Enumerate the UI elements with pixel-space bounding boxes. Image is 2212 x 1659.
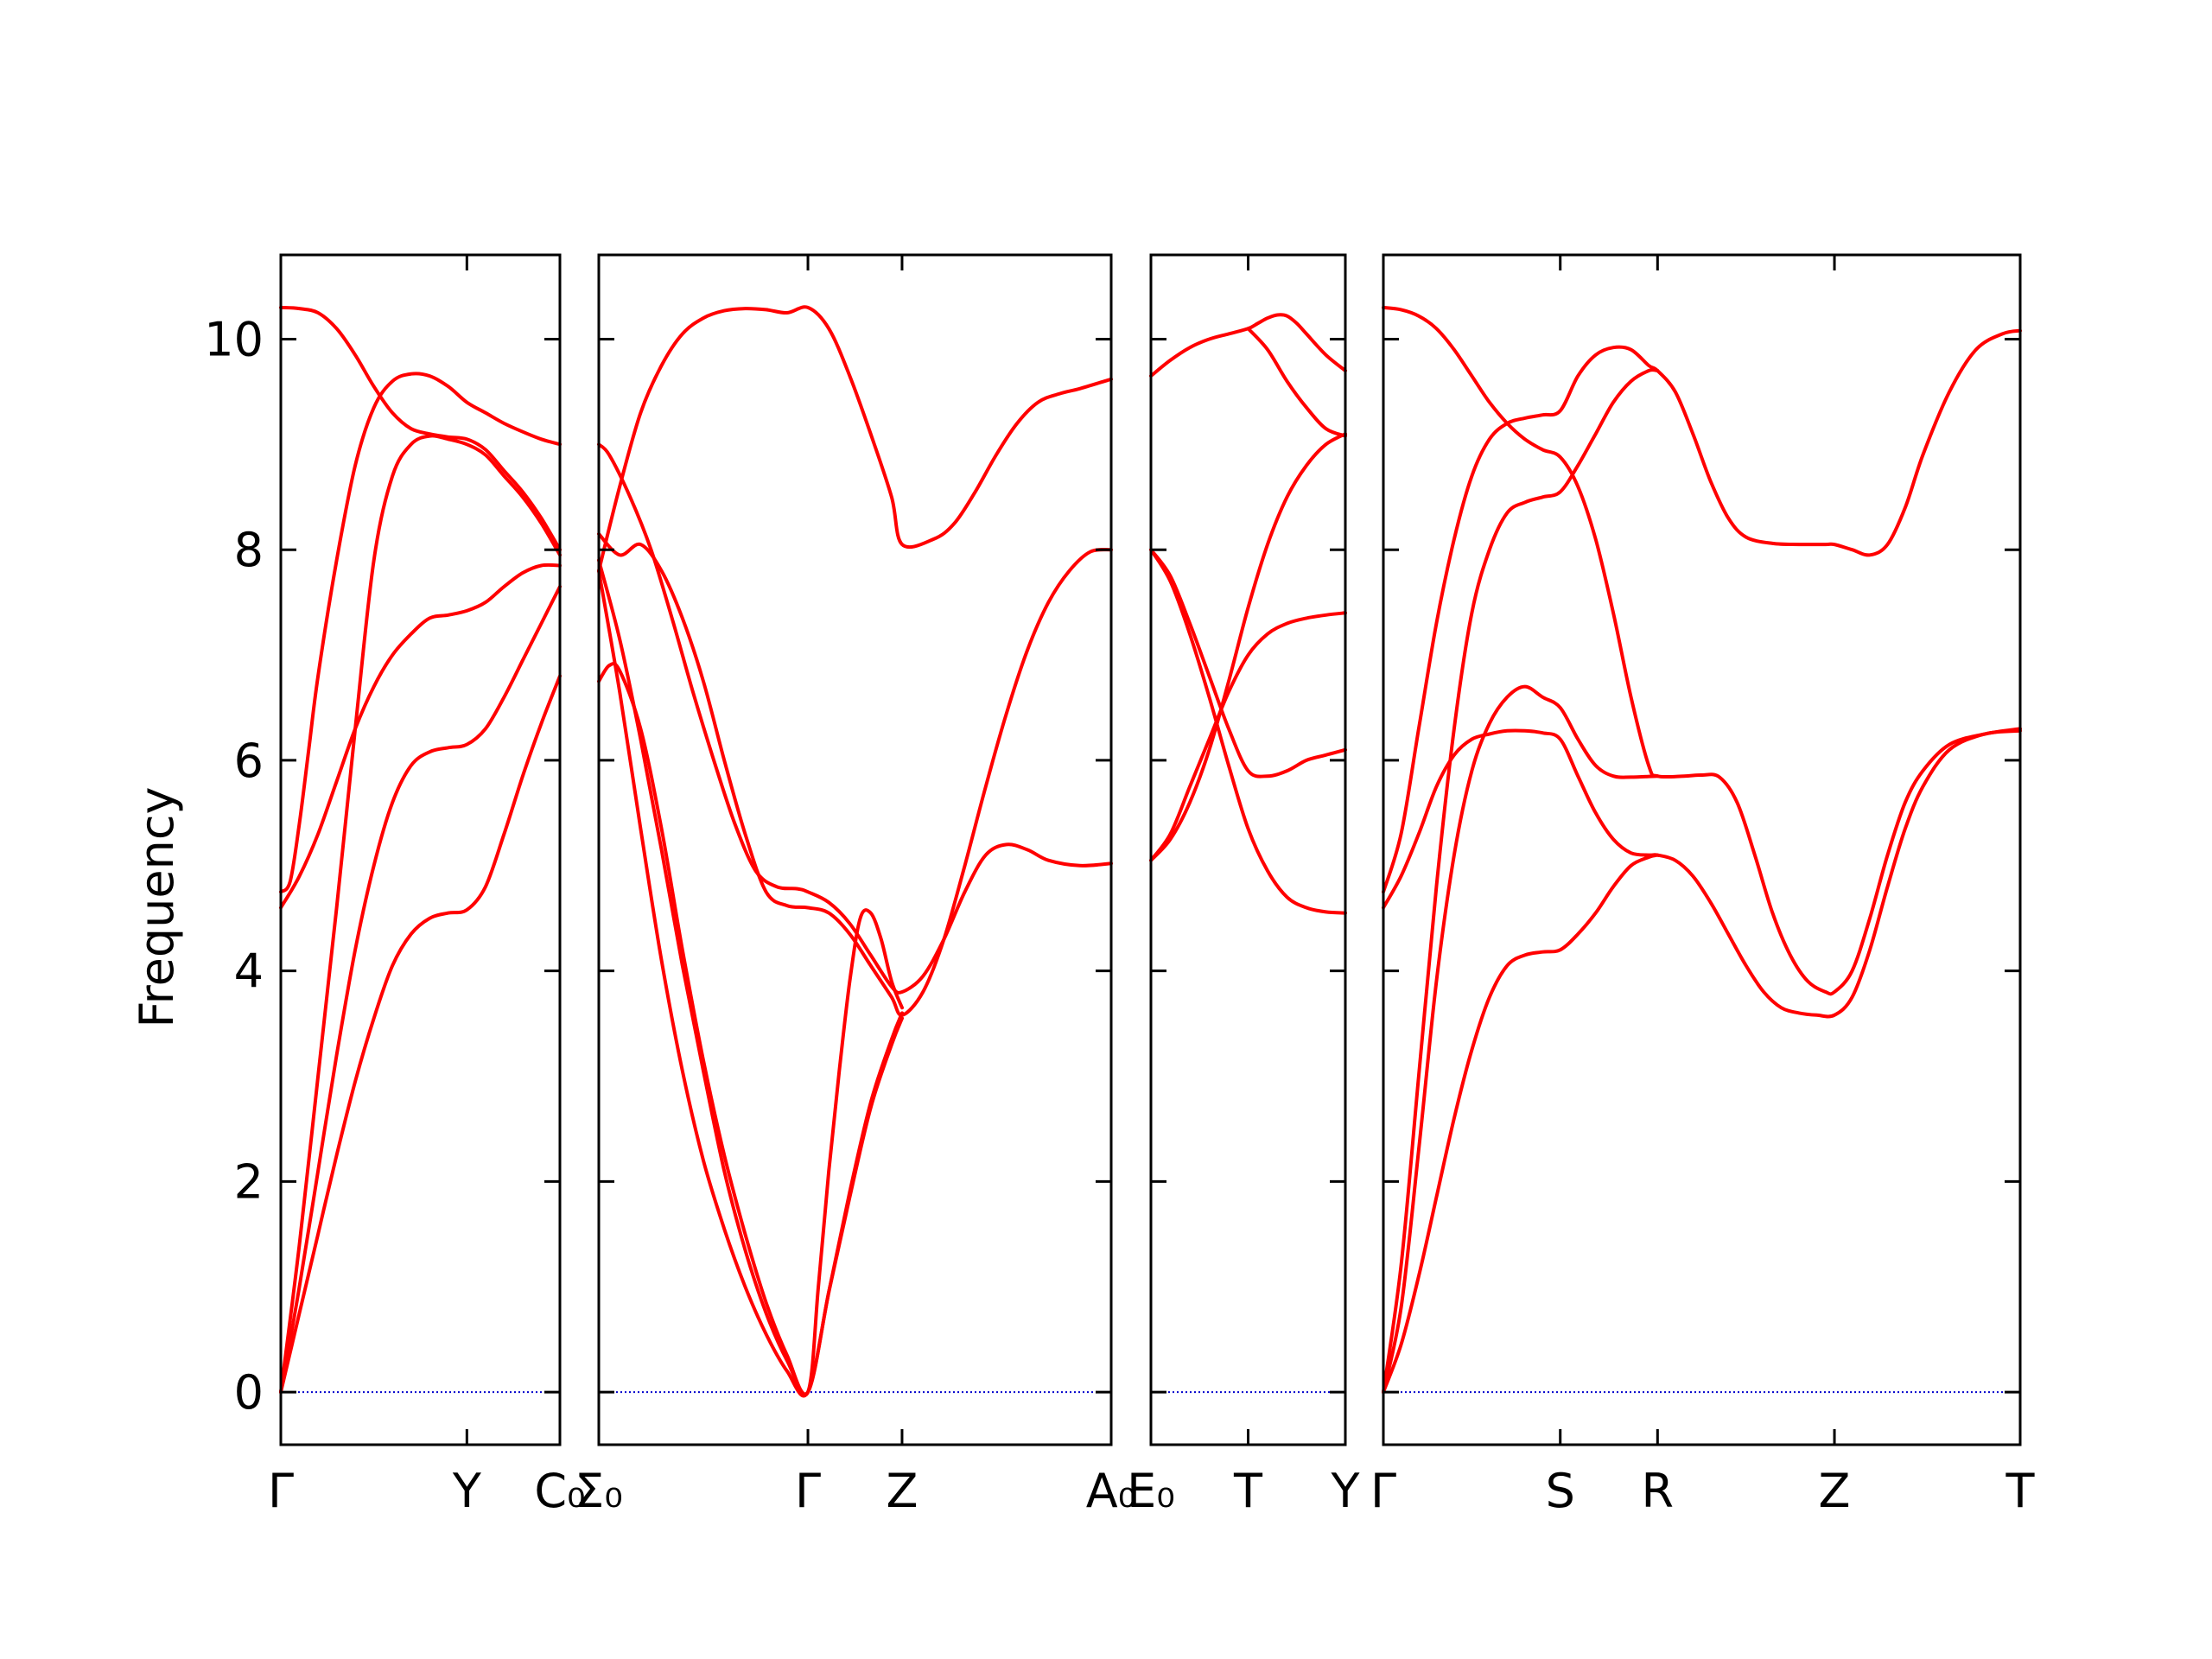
band-line-5 — [279, 584, 562, 1395]
x-tick-label: C₀ — [534, 1464, 585, 1518]
band-line-5 — [1149, 432, 1347, 862]
x-tick-label: Γ — [268, 1464, 294, 1518]
y-tick-label: 4 — [234, 944, 264, 999]
band-line-3 — [597, 531, 1113, 1017]
band-line-6 — [1382, 853, 1660, 1395]
panel-frame — [1382, 253, 2022, 1446]
band-line-3 — [279, 434, 562, 1395]
band-line-2 — [597, 442, 1113, 995]
band-line-2 — [1246, 327, 1347, 438]
band-line-2 — [279, 372, 562, 894]
x-tick-label: E₀ — [1127, 1464, 1175, 1518]
band-line-3 — [1382, 368, 1660, 1395]
panel-frame — [279, 253, 562, 1446]
y-tick-label: 0 — [234, 1365, 264, 1420]
x-tick-label: Σ₀ — [575, 1464, 623, 1518]
band-line-6 — [279, 674, 562, 1395]
band-line-1 — [597, 305, 1113, 573]
y-tick-label: 6 — [234, 734, 264, 788]
y-axis-label: Frequency — [130, 787, 184, 1028]
band-line-1 — [279, 305, 562, 552]
panel-1: Γ Y C₀ — [268, 253, 586, 1518]
x-tick-label: Z — [1819, 1464, 1851, 1518]
band-line-1 — [1382, 305, 2022, 996]
panel-frame — [597, 253, 1113, 1446]
band-line-4 — [1149, 611, 1347, 862]
band-line-5 — [1382, 684, 1660, 1395]
band-line-1 — [1149, 313, 1347, 378]
x-tick-label: R — [1642, 1464, 1675, 1518]
x-tick-label: S — [1546, 1464, 1575, 1518]
band-line-6 — [597, 661, 904, 1396]
band-line-4 — [279, 563, 562, 910]
panel-2: Σ₀ Γ Z A₀ — [575, 253, 1137, 1518]
x-tick-label: Γ — [795, 1464, 821, 1518]
x-tick-label: Y — [1331, 1464, 1361, 1518]
x-tick-label: Y — [452, 1464, 482, 1518]
x-tick-label: T — [1233, 1464, 1263, 1518]
band-line-2 — [1382, 328, 2022, 894]
x-tick-label: A₀ — [1086, 1464, 1137, 1518]
x-tick-label: Γ — [1370, 1464, 1396, 1518]
x-tick-label: T — [2005, 1464, 2036, 1518]
y-tick-label: 10 — [204, 312, 264, 366]
band-line-6 — [1149, 548, 1347, 915]
band-line-3 — [1149, 548, 1347, 779]
panel-3: E₀ T Y — [1127, 253, 1361, 1518]
y-tick-label: 2 — [234, 1154, 264, 1209]
band-line-4 — [597, 558, 904, 1397]
y-tick-label: 8 — [234, 523, 264, 577]
x-tick-label: Z — [886, 1464, 918, 1518]
